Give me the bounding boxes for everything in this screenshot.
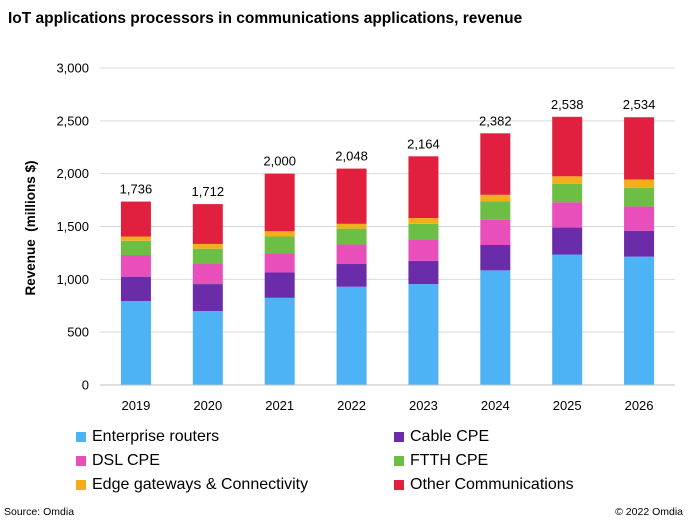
- bar-segment-ftth-cpe-2022: [336, 228, 367, 245]
- y-tick-label: 0: [82, 378, 89, 393]
- bar-segment-ftth-cpe-2024: [480, 201, 511, 220]
- legend-item-cable-cpe: Cable CPE: [394, 428, 489, 446]
- x-tick-label-2023: 2023: [409, 398, 438, 413]
- total-label-2022: 2,048: [335, 149, 368, 164]
- total-label-2024: 2,382: [479, 113, 512, 128]
- total-label-2020: 1,712: [192, 184, 225, 199]
- bar-segment-dsl-cpe-2021: [264, 253, 295, 273]
- bar-segment-edge-gateways-connectivity-2020: [192, 243, 223, 249]
- chart-title: IoT applications processors in communica…: [8, 10, 523, 27]
- legend-swatch: [76, 480, 86, 490]
- legend-item-dsl-cpe: DSL CPE: [76, 452, 160, 470]
- y-tick-label: 1,000: [56, 272, 89, 287]
- bar-segment-other-communications-2022: [336, 168, 367, 224]
- legend-label: Enterprise routers: [92, 428, 220, 445]
- bar-segment-enterprise-routers-2025: [552, 254, 583, 385]
- x-tick-label-2026: 2026: [625, 398, 654, 413]
- legend-swatch: [76, 456, 86, 466]
- legend-swatch: [76, 432, 86, 442]
- bar-segment-other-communications-2026: [624, 117, 655, 180]
- total-label-2023: 2,164: [407, 136, 440, 151]
- bar-segment-other-communications-2024: [480, 133, 511, 195]
- bar-segment-other-communications-2023: [408, 156, 439, 219]
- bar-segment-edge-gateways-connectivity-2025: [552, 176, 583, 184]
- legend-swatch: [394, 480, 404, 490]
- bar-segment-dsl-cpe-2020: [192, 264, 223, 285]
- bar-segment-cable-cpe-2020: [192, 284, 223, 312]
- bar-segment-enterprise-routers-2019: [120, 300, 151, 385]
- bar-segment-other-communications-2021: [264, 173, 295, 232]
- bar-segment-dsl-cpe-2022: [336, 244, 367, 265]
- bar-segment-dsl-cpe-2023: [408, 239, 439, 261]
- copyright-note: © 2022 Omdia: [615, 506, 683, 518]
- y-axis-ticks: 0 500 1,000 1,500 2,000 2,500 3,000: [56, 61, 89, 393]
- bar-segment-ftth-cpe-2021: [264, 236, 295, 254]
- bar-segment-enterprise-routers-2024: [480, 270, 511, 385]
- legend-swatch: [394, 432, 404, 442]
- total-label-2025: 2,538: [551, 97, 584, 112]
- bar-segment-ftth-cpe-2026: [624, 187, 655, 207]
- bar-segment-edge-gateways-connectivity-2023: [408, 218, 439, 224]
- x-tick-label-2019: 2019: [121, 398, 150, 413]
- bars: [120, 116, 655, 385]
- bar-segment-cable-cpe-2021: [264, 272, 295, 298]
- bar-segment-cable-cpe-2026: [624, 230, 655, 257]
- legend-item-ftth-cpe: FTTH CPE: [394, 452, 488, 470]
- bar-segment-other-communications-2025: [552, 116, 583, 177]
- bar-segment-enterprise-routers-2022: [336, 286, 367, 385]
- bar-segment-ftth-cpe-2020: [192, 248, 223, 265]
- legend-label: Edge gateways & Connectivity: [92, 476, 309, 493]
- bar-segment-edge-gateways-connectivity-2019: [120, 236, 151, 241]
- legend-swatch: [394, 456, 404, 466]
- y-tick-label: 2,500: [56, 113, 89, 128]
- legend-item-enterprise-routers: Enterprise routers: [76, 428, 219, 446]
- source-note: Source: Omdia: [4, 506, 75, 518]
- x-tick-label-2025: 2025: [553, 398, 582, 413]
- bar-segment-cable-cpe-2023: [408, 260, 439, 285]
- legend-label: Other Communications: [410, 476, 574, 493]
- legend-item-other-communications: Other Communications: [394, 476, 574, 494]
- legend-label: Cable CPE: [410, 428, 490, 445]
- legend-item-edge-gateways-connectivity: Edge gateways & Connectivity: [76, 476, 308, 494]
- y-tick-label: 2,000: [56, 166, 89, 181]
- bar-segment-ftth-cpe-2025: [552, 183, 583, 203]
- bar-segment-cable-cpe-2019: [120, 276, 151, 301]
- total-labels: 1,736 1,712 2,000 2,048 2,164 2,382 2,538 2,534: [120, 97, 656, 199]
- bar-segment-edge-gateways-connectivity-2026: [624, 179, 655, 188]
- bar-segment-other-communications-2020: [192, 204, 223, 244]
- x-axis-ticks: 2019 2020 2021 2022 2023 2024 2025 2026: [121, 398, 653, 413]
- y-tick-label: 1,500: [56, 219, 89, 234]
- bar-segment-dsl-cpe-2025: [552, 202, 583, 228]
- y-tick-label: 500: [67, 325, 89, 340]
- chart-plot: 0 500 1,000 1,500 2,000 2,500 3,000 1,736 1,712…: [23, 61, 675, 413]
- bar-segment-cable-cpe-2022: [336, 264, 367, 287]
- bar-segment-other-communications-2019: [120, 201, 151, 237]
- bar-segment-dsl-cpe-2024: [480, 219, 511, 245]
- bar-segment-cable-cpe-2025: [552, 227, 583, 255]
- total-label-2019: 1,736: [120, 182, 153, 197]
- legend-label: DSL CPE: [92, 452, 160, 469]
- bar-segment-edge-gateways-connectivity-2021: [264, 231, 295, 237]
- bar-segment-edge-gateways-connectivity-2022: [336, 223, 367, 229]
- bar-segment-edge-gateways-connectivity-2024: [480, 194, 511, 202]
- bar-segment-ftth-cpe-2019: [120, 240, 151, 256]
- x-tick-label-2022: 2022: [337, 398, 366, 413]
- bar-segment-enterprise-routers-2021: [264, 297, 295, 385]
- x-tick-label-2020: 2020: [193, 398, 222, 413]
- bar-segment-enterprise-routers-2026: [624, 256, 655, 385]
- x-tick-label-2021: 2021: [265, 398, 294, 413]
- bar-segment-dsl-cpe-2019: [120, 255, 151, 277]
- total-label-2026: 2,534: [623, 97, 656, 112]
- bar-segment-ftth-cpe-2023: [408, 223, 439, 240]
- total-label-2021: 2,000: [263, 154, 296, 169]
- x-tick-label-2024: 2024: [481, 398, 510, 413]
- legend-label: FTTH CPE: [410, 452, 489, 469]
- y-axis-label: Revenue (millions $): [23, 160, 38, 295]
- bar-segment-enterprise-routers-2023: [408, 284, 439, 385]
- gridlines: [100, 67, 675, 333]
- bar-segment-cable-cpe-2024: [480, 244, 511, 271]
- bar-segment-enterprise-routers-2020: [192, 311, 223, 385]
- bar-segment-dsl-cpe-2026: [624, 206, 655, 231]
- y-tick-label: 3,000: [56, 61, 89, 76]
